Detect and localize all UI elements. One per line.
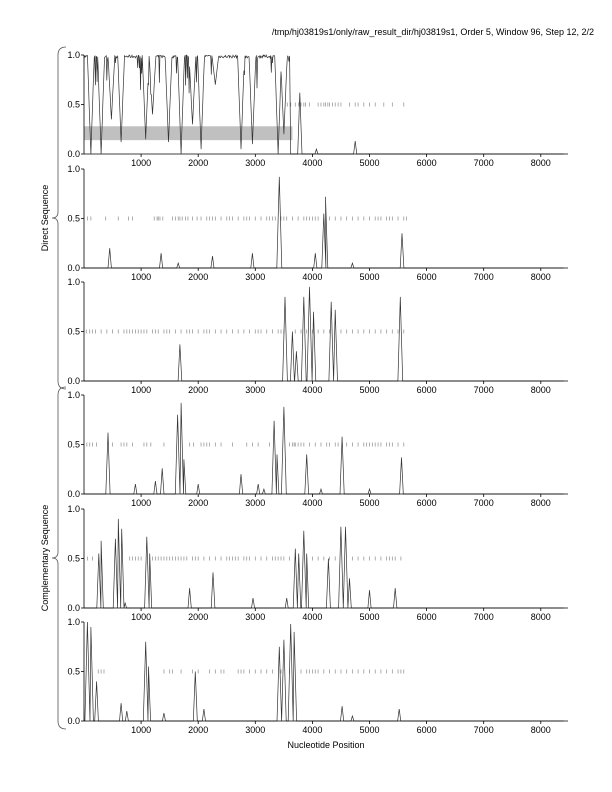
- x-tick-label: 8000: [531, 158, 551, 168]
- x-tick-label: 2000: [188, 612, 208, 622]
- y-tick-label: 0.5: [67, 327, 80, 337]
- x-tick-label: 7000: [474, 158, 494, 168]
- x-tick-label: 8000: [531, 725, 551, 735]
- panel-6: 0.0 0.5 1.0 1000 2000 3000 4000 5000 6000 7000 800…: [67, 617, 568, 735]
- y-tick-label: 0.0: [67, 603, 80, 613]
- x-tick-label: 2000: [188, 498, 208, 508]
- panel-4: 0.0 0.5 1.0 1000 2000 3000 4000 5000 6000 7000 800…: [67, 390, 568, 508]
- x-tick-label: 3000: [245, 158, 265, 168]
- highlight-band: [84, 126, 293, 141]
- series-line: [84, 402, 564, 495]
- panel-3: 0.0 0.5 1.0 1000 2000 3000 4000 5000 6000 7000 800…: [67, 277, 568, 395]
- y-tick-label: 0.0: [67, 716, 80, 726]
- y-tick-label: 0.0: [67, 376, 80, 386]
- x-tick-label: 1000: [131, 385, 151, 395]
- y-tick-label: 0.5: [67, 667, 80, 677]
- x-tick-label: 5000: [359, 498, 379, 508]
- x-tick-label: 1000: [131, 612, 151, 622]
- x-tick-label: 4000: [302, 385, 322, 395]
- x-tick-label: 6000: [417, 725, 437, 735]
- series-line: [84, 518, 564, 609]
- x-tick-label: 6000: [417, 385, 437, 395]
- x-tick-label: 2000: [188, 725, 208, 735]
- x-tick-label: 3000: [245, 385, 265, 395]
- panel-2: 0.0 0.5 1.0 1000 2000 3000 4000 5000 6000 7000 800…: [67, 164, 568, 282]
- panel-5: 0.0 0.5 1.0 1000 2000 3000 4000 5000 6000 7000 800…: [67, 504, 568, 622]
- x-tick-label: 1000: [131, 725, 151, 735]
- y-tick-label: 0.0: [67, 263, 80, 273]
- y-tick-label: 0.0: [67, 489, 80, 499]
- x-tick-label: 2000: [188, 272, 208, 282]
- x-tick-label: 3000: [245, 498, 265, 508]
- group-brace: [51, 386, 67, 730]
- x-tick-label: 6000: [417, 612, 437, 622]
- x-tick-label: 5000: [359, 385, 379, 395]
- panel-1: 0.0 0.5 1.0 1000 2000 3000 4000 5000 6000 7000 800…: [67, 50, 568, 168]
- x-tick-label: 1000: [131, 272, 151, 282]
- x-tick-label: 4000: [302, 158, 322, 168]
- x-tick-label: 3000: [245, 272, 265, 282]
- y-tick-label: 0.5: [67, 440, 80, 450]
- x-tick-label: 1000: [131, 158, 151, 168]
- x-tick-label: 7000: [474, 725, 494, 735]
- y-tick-label: 1.0: [67, 277, 80, 287]
- group-label: Complementary Sequence: [40, 505, 50, 612]
- x-tick-label: 5000: [359, 158, 379, 168]
- x-tick-label: 4000: [302, 612, 322, 622]
- x-tick-label: 8000: [531, 612, 551, 622]
- x-tick-label: 7000: [474, 498, 494, 508]
- x-tick-label: 8000: [531, 385, 551, 395]
- x-tick-label: 2000: [188, 158, 208, 168]
- x-tick-label: 6000: [417, 272, 437, 282]
- y-tick-label: 1.0: [67, 164, 80, 174]
- x-tick-label: 4000: [302, 272, 322, 282]
- x-tick-label: 1000: [131, 498, 151, 508]
- x-tick-label: 4000: [302, 725, 322, 735]
- x-axis-label: Nucleotide Position: [287, 740, 364, 750]
- series-line: [83, 54, 564, 155]
- x-tick-label: 2000: [188, 385, 208, 395]
- x-tick-label: 6000: [417, 158, 437, 168]
- y-tick-label: 1.0: [67, 390, 80, 400]
- x-tick-label: 3000: [245, 725, 265, 735]
- y-tick-label: 1.0: [67, 617, 80, 627]
- x-tick-label: 5000: [359, 725, 379, 735]
- x-tick-label: 7000: [474, 612, 494, 622]
- x-tick-label: 8000: [531, 272, 551, 282]
- y-tick-label: 0.5: [67, 100, 80, 110]
- y-tick-label: 0.0: [67, 149, 80, 159]
- x-tick-label: 8000: [531, 498, 551, 508]
- x-tick-label: 5000: [359, 272, 379, 282]
- x-tick-label: 4000: [302, 498, 322, 508]
- chart-title: /tmp/hj03819s1/only/raw_result_dir/hj038…: [271, 27, 594, 37]
- x-tick-label: 5000: [359, 612, 379, 622]
- series-line: [84, 176, 564, 269]
- x-tick-label: 7000: [474, 385, 494, 395]
- y-tick-label: 0.5: [67, 554, 80, 564]
- x-tick-label: 3000: [245, 612, 265, 622]
- x-tick-label: 6000: [417, 498, 437, 508]
- y-tick-label: 0.5: [67, 214, 80, 224]
- x-tick-label: 7000: [474, 272, 494, 282]
- y-tick-label: 1.0: [67, 50, 80, 60]
- series-line: [84, 286, 564, 382]
- group-brace: [51, 46, 67, 390]
- group-label: Direct Sequence: [40, 185, 50, 252]
- y-tick-label: 1.0: [67, 504, 80, 514]
